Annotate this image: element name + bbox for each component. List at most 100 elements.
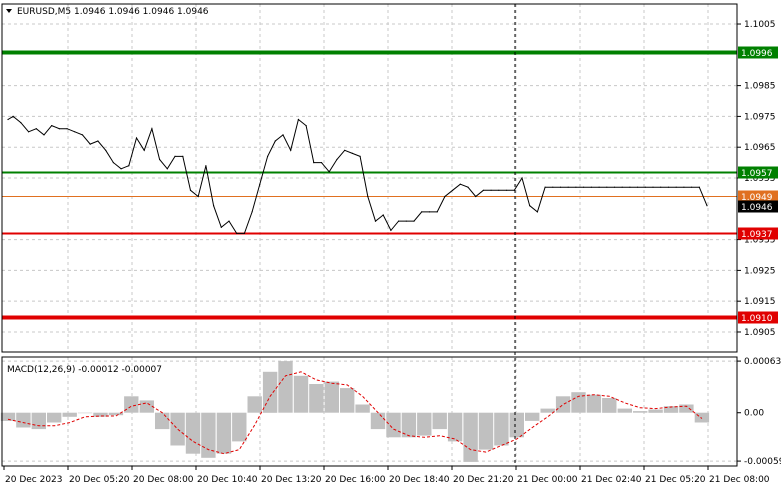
dropdown-triangle-icon[interactable] [6, 9, 12, 13]
macd-histogram-bar [663, 406, 679, 413]
macd-histogram-bar [155, 412, 170, 430]
macd-histogram-bar [324, 381, 339, 413]
y-tick-label: 1.0925 [744, 266, 776, 276]
macd-histogram-bar [77, 412, 93, 414]
price-point [228, 220, 230, 222]
macd-histogram-bar [262, 371, 278, 413]
x-tick-label: 20 Dec 08:00 [133, 475, 194, 485]
price-series [7, 115, 708, 234]
macd-histogram-bar [540, 408, 555, 413]
macd-series [0, 361, 710, 462]
macd-histogram-bar [386, 412, 401, 438]
price-point [89, 143, 91, 145]
macd-y-tick-label: -0.00059 [744, 457, 781, 467]
price-point [359, 155, 361, 157]
macd-histogram-bar [216, 412, 232, 454]
price-point [544, 186, 546, 188]
price-point [559, 186, 562, 188]
price-point [351, 152, 353, 154]
price-point [536, 211, 539, 213]
price-point [490, 189, 492, 191]
macd-histogram-bar [340, 388, 355, 413]
price-point [97, 140, 99, 142]
price-point [583, 186, 585, 188]
price-point [691, 186, 693, 188]
price-point [390, 229, 392, 231]
macd-histogram-bar [586, 394, 602, 413]
macd-histogram-bar [648, 409, 663, 413]
price-point [452, 189, 454, 191]
price-grid [2, 4, 737, 352]
price-point [405, 220, 407, 222]
macd-histogram-bar [16, 412, 31, 428]
price-point [81, 134, 84, 136]
price-point [567, 186, 569, 188]
price-point [521, 177, 523, 179]
price-point [274, 140, 276, 142]
price-point [552, 186, 554, 188]
macd-histogram-bar [232, 412, 247, 442]
price-point [598, 186, 600, 188]
price-point [382, 214, 384, 216]
macd-histogram-bar [401, 412, 417, 438]
price-point [506, 189, 508, 191]
x-tick-label: 20 Dec 21:20 [453, 475, 514, 485]
y-tick-label: 1.0975 [744, 112, 776, 122]
price-point [259, 183, 261, 185]
y-tick-label: 1.0905 [744, 328, 776, 338]
price-point [482, 189, 484, 191]
price-point [66, 128, 68, 130]
symbol-header: EURUSD,M5 1.0946 1.0946 1.0946 1.0946 [6, 7, 209, 17]
price-point [683, 186, 685, 188]
price-point [698, 186, 700, 188]
level-price-tag [738, 46, 778, 59]
x-tick-label: 21 Dec 00:00 [517, 475, 578, 485]
price-point [644, 186, 646, 188]
macd-histogram-bar [62, 412, 77, 417]
price-axis-labels: 1.10051.09851.09751.09651.09551.09351.09… [737, 20, 781, 467]
macd-histogram-bar [170, 412, 185, 446]
macd-histogram-bar [247, 396, 262, 413]
x-tick-label: 21 Dec 05:20 [645, 475, 706, 485]
macd-histogram-bar [571, 392, 586, 413]
x-tick-label: 20 Dec 16:00 [325, 475, 386, 485]
price-point [159, 158, 161, 161]
macd-histogram-bar [525, 412, 540, 421]
price-point [12, 115, 14, 117]
price-point [590, 186, 593, 188]
y-tick-label: 1.0935 [744, 236, 776, 246]
price-point [28, 131, 30, 133]
price-point [58, 128, 61, 130]
price-point [43, 134, 45, 136]
price-line [7, 115, 708, 234]
macd-histogram-bar [370, 412, 386, 430]
price-point [182, 155, 184, 157]
price-point [436, 211, 438, 213]
price-point [660, 186, 662, 188]
level-price-label: 1.0957 [741, 169, 773, 179]
price-point [374, 220, 377, 222]
price-point [174, 155, 176, 157]
price-point [151, 128, 153, 130]
price-point [7, 118, 9, 121]
x-tick-label: 20 Dec 10:40 [197, 475, 258, 485]
price-point [51, 125, 53, 127]
level-price-tag [738, 166, 778, 179]
price-point [675, 186, 677, 188]
price-point [667, 186, 670, 188]
macd-histogram-bar [278, 361, 293, 413]
price-point [189, 189, 192, 191]
price-point [413, 220, 415, 222]
macd-histogram-bar [447, 412, 463, 442]
price-point [428, 211, 431, 213]
price-point [305, 125, 307, 127]
macd-histogram-bar [185, 412, 201, 454]
x-tick-label: 20 Dec 2023 [5, 475, 63, 485]
y-tick-label: 1.0955 [744, 174, 776, 184]
macd-histogram-bar [633, 411, 648, 413]
price-point [529, 205, 531, 207]
macd-histogram-bar [309, 384, 324, 413]
y-tick-label: 1.0915 [744, 297, 776, 307]
macd-signal-line [7, 371, 703, 455]
